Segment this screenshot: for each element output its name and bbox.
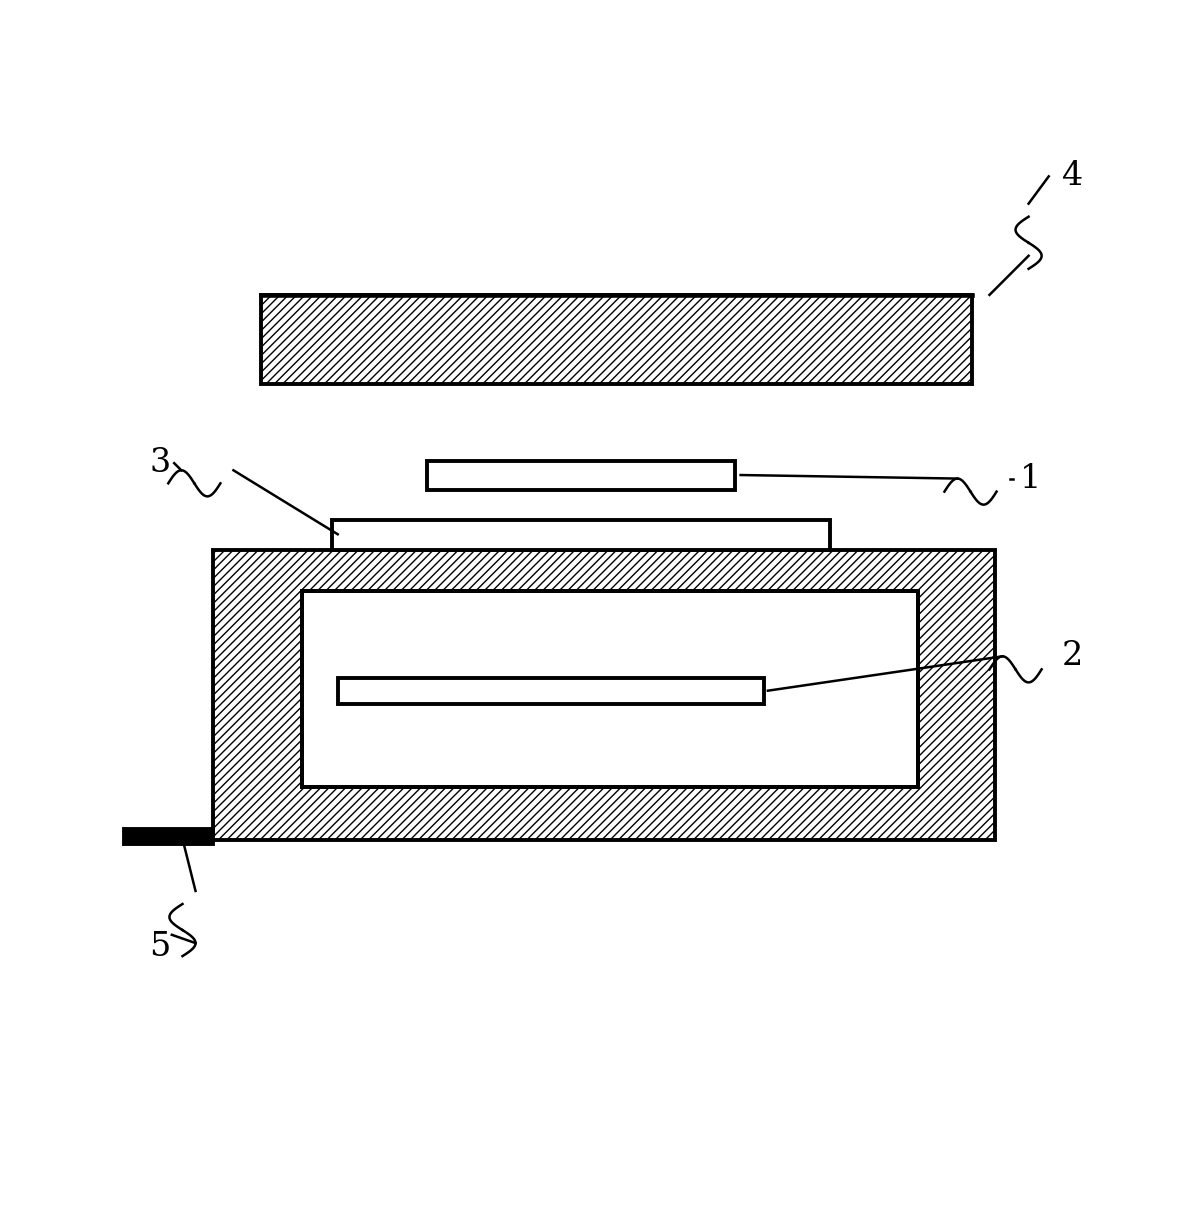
Bar bbox=[338, 678, 764, 704]
Text: 4: 4 bbox=[1062, 160, 1083, 193]
Text: 2: 2 bbox=[1062, 640, 1083, 672]
Text: 1: 1 bbox=[1020, 463, 1042, 494]
Bar bbox=[302, 591, 918, 786]
Text: 5: 5 bbox=[149, 931, 171, 962]
Bar bbox=[332, 520, 830, 550]
Bar bbox=[427, 461, 735, 491]
Bar bbox=[124, 830, 213, 843]
Bar bbox=[213, 550, 995, 841]
Bar bbox=[261, 295, 972, 384]
Text: 3: 3 bbox=[149, 447, 171, 479]
